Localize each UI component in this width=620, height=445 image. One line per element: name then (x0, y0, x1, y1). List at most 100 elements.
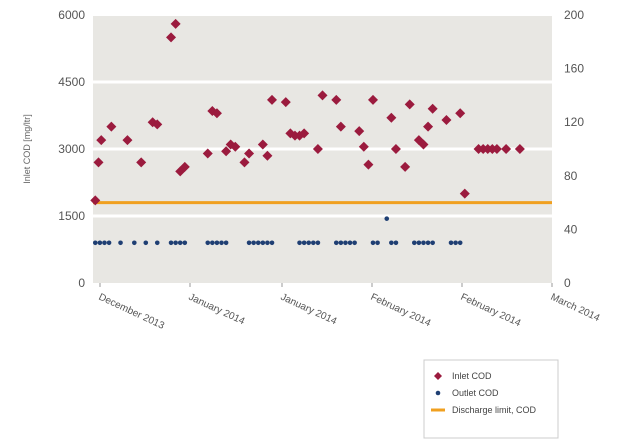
outlet-cod-point (301, 240, 307, 246)
x-tick-label: March 2014 (549, 292, 602, 324)
outlet-cod-point (416, 240, 422, 246)
outlet-cod-point (92, 240, 98, 246)
outlet-cod-point (430, 240, 435, 246)
inlet-cod-point (239, 157, 250, 168)
outlet-cod-point (118, 240, 123, 246)
inlet-cod-point (386, 112, 397, 123)
outlet-cod-point (214, 240, 220, 246)
outlet-cod-point (448, 240, 454, 246)
inlet-cod-point (514, 144, 525, 154)
outlet-cod-point (132, 240, 137, 246)
outlet-cod-point (352, 240, 357, 246)
outlet-cod-point (269, 240, 275, 246)
inlet-cod-point (136, 157, 147, 168)
outlet-cod-point (255, 240, 261, 246)
inlet-cod-point (501, 144, 512, 154)
outlet-cod-point (260, 240, 266, 246)
inlet-cod-point (96, 135, 107, 146)
inlet-cod-point (418, 139, 429, 150)
inlet-cod-point (491, 144, 502, 154)
outlet-cod-point (347, 240, 353, 246)
inlet-cod-point (221, 146, 232, 157)
inlet-cod-point (441, 114, 452, 125)
outlet-cod-point (173, 240, 178, 246)
inlet-cod-point (280, 97, 291, 108)
outlet-cod-point (246, 240, 252, 246)
inlet-cod-point (170, 18, 181, 29)
outlet-cod-point (102, 240, 107, 246)
y-axis-title: Inlet COD [mg/ltr] (22, 114, 32, 184)
inlet-cod-point (404, 99, 415, 110)
outlet-cod-point (421, 240, 426, 246)
outlet-cod-point (223, 240, 229, 246)
inlet-cod-point (390, 144, 401, 154)
y-tick-label: 6000 (58, 8, 85, 22)
inlet-cod-point (257, 139, 268, 150)
legend-label: Discharge limit, COD (452, 405, 537, 415)
outlet-cod-point (375, 240, 380, 246)
y2-tick-label: 120 (564, 115, 584, 129)
inlet-cod-point (262, 150, 273, 161)
inlet-cod-point (317, 90, 328, 101)
outlet-cod-point (338, 240, 344, 246)
x-tick-label: January 2014 (187, 292, 247, 328)
inlet-cod-point (427, 103, 438, 114)
outlet-cod-point (154, 240, 160, 246)
inlet-cod-point (358, 141, 369, 152)
inlet-cod-point (230, 141, 241, 152)
inlet-cod-point (299, 128, 310, 139)
inlet-cod-point (312, 144, 323, 154)
outlet-cod-point (297, 240, 302, 246)
legend-label: Outlet COD (452, 388, 499, 398)
x-tick-label: February 2014 (459, 292, 523, 330)
outlet-cod-point (265, 240, 270, 246)
outlet-cod-point (315, 240, 321, 246)
outlet-cod-point (210, 240, 215, 246)
inlet-cod-point (363, 159, 374, 170)
outlet-cod-point (177, 240, 183, 246)
inlet-cod-point (211, 108, 222, 119)
outlet-cod-point (343, 240, 348, 246)
y2-tick-label: 40 (564, 222, 578, 236)
outlet-cod-point (333, 240, 339, 246)
outlet-cod-point (370, 240, 376, 246)
outlet-cod-point (182, 240, 188, 246)
outlet-cod-point (219, 240, 224, 246)
outlet-cod-point (97, 240, 103, 246)
inlet-cod-point (267, 94, 278, 105)
y-tick-label: 3000 (58, 142, 85, 156)
outlet-cod-point (389, 240, 394, 246)
legend-outlet-marker (435, 390, 441, 396)
y-tick-label: 1500 (58, 209, 85, 223)
outlet-cod-point (412, 240, 417, 246)
x-tick-label: December 2013 (97, 292, 167, 332)
inlet-cod-point (202, 148, 213, 159)
outlet-cod-point (311, 240, 316, 246)
outlet-cod-point (393, 240, 399, 246)
outlet-cod-point (453, 240, 458, 246)
y2-tick-label: 200 (564, 8, 584, 22)
outlet-cod-point (457, 240, 463, 246)
inlet-cod-point (354, 126, 365, 137)
inlet-cod-point (90, 195, 101, 206)
outlet-cod-point (306, 240, 312, 246)
outlet-cod-point (251, 240, 256, 246)
outlet-cod-point (168, 240, 174, 246)
inlet-cod-point (179, 161, 190, 172)
outlet-cod-point (425, 240, 431, 246)
y-tick-label: 4500 (58, 75, 85, 89)
x-tick-label: January 2014 (279, 292, 339, 328)
x-tick-label: February 2014 (369, 292, 433, 330)
y2-tick-label: 80 (564, 169, 578, 183)
legend-inlet-marker (434, 372, 442, 380)
inlet-cod-point (93, 157, 104, 168)
y-tick-label: 0 (78, 276, 85, 290)
inlet-cod-point (152, 119, 163, 130)
inlet-cod-point (166, 32, 177, 43)
legend-label: Inlet COD (452, 371, 492, 381)
legend-box (423, 359, 559, 439)
inlet-cod-point (122, 135, 133, 146)
inlet-cod-point (244, 148, 255, 159)
inlet-cod-point (331, 94, 342, 105)
